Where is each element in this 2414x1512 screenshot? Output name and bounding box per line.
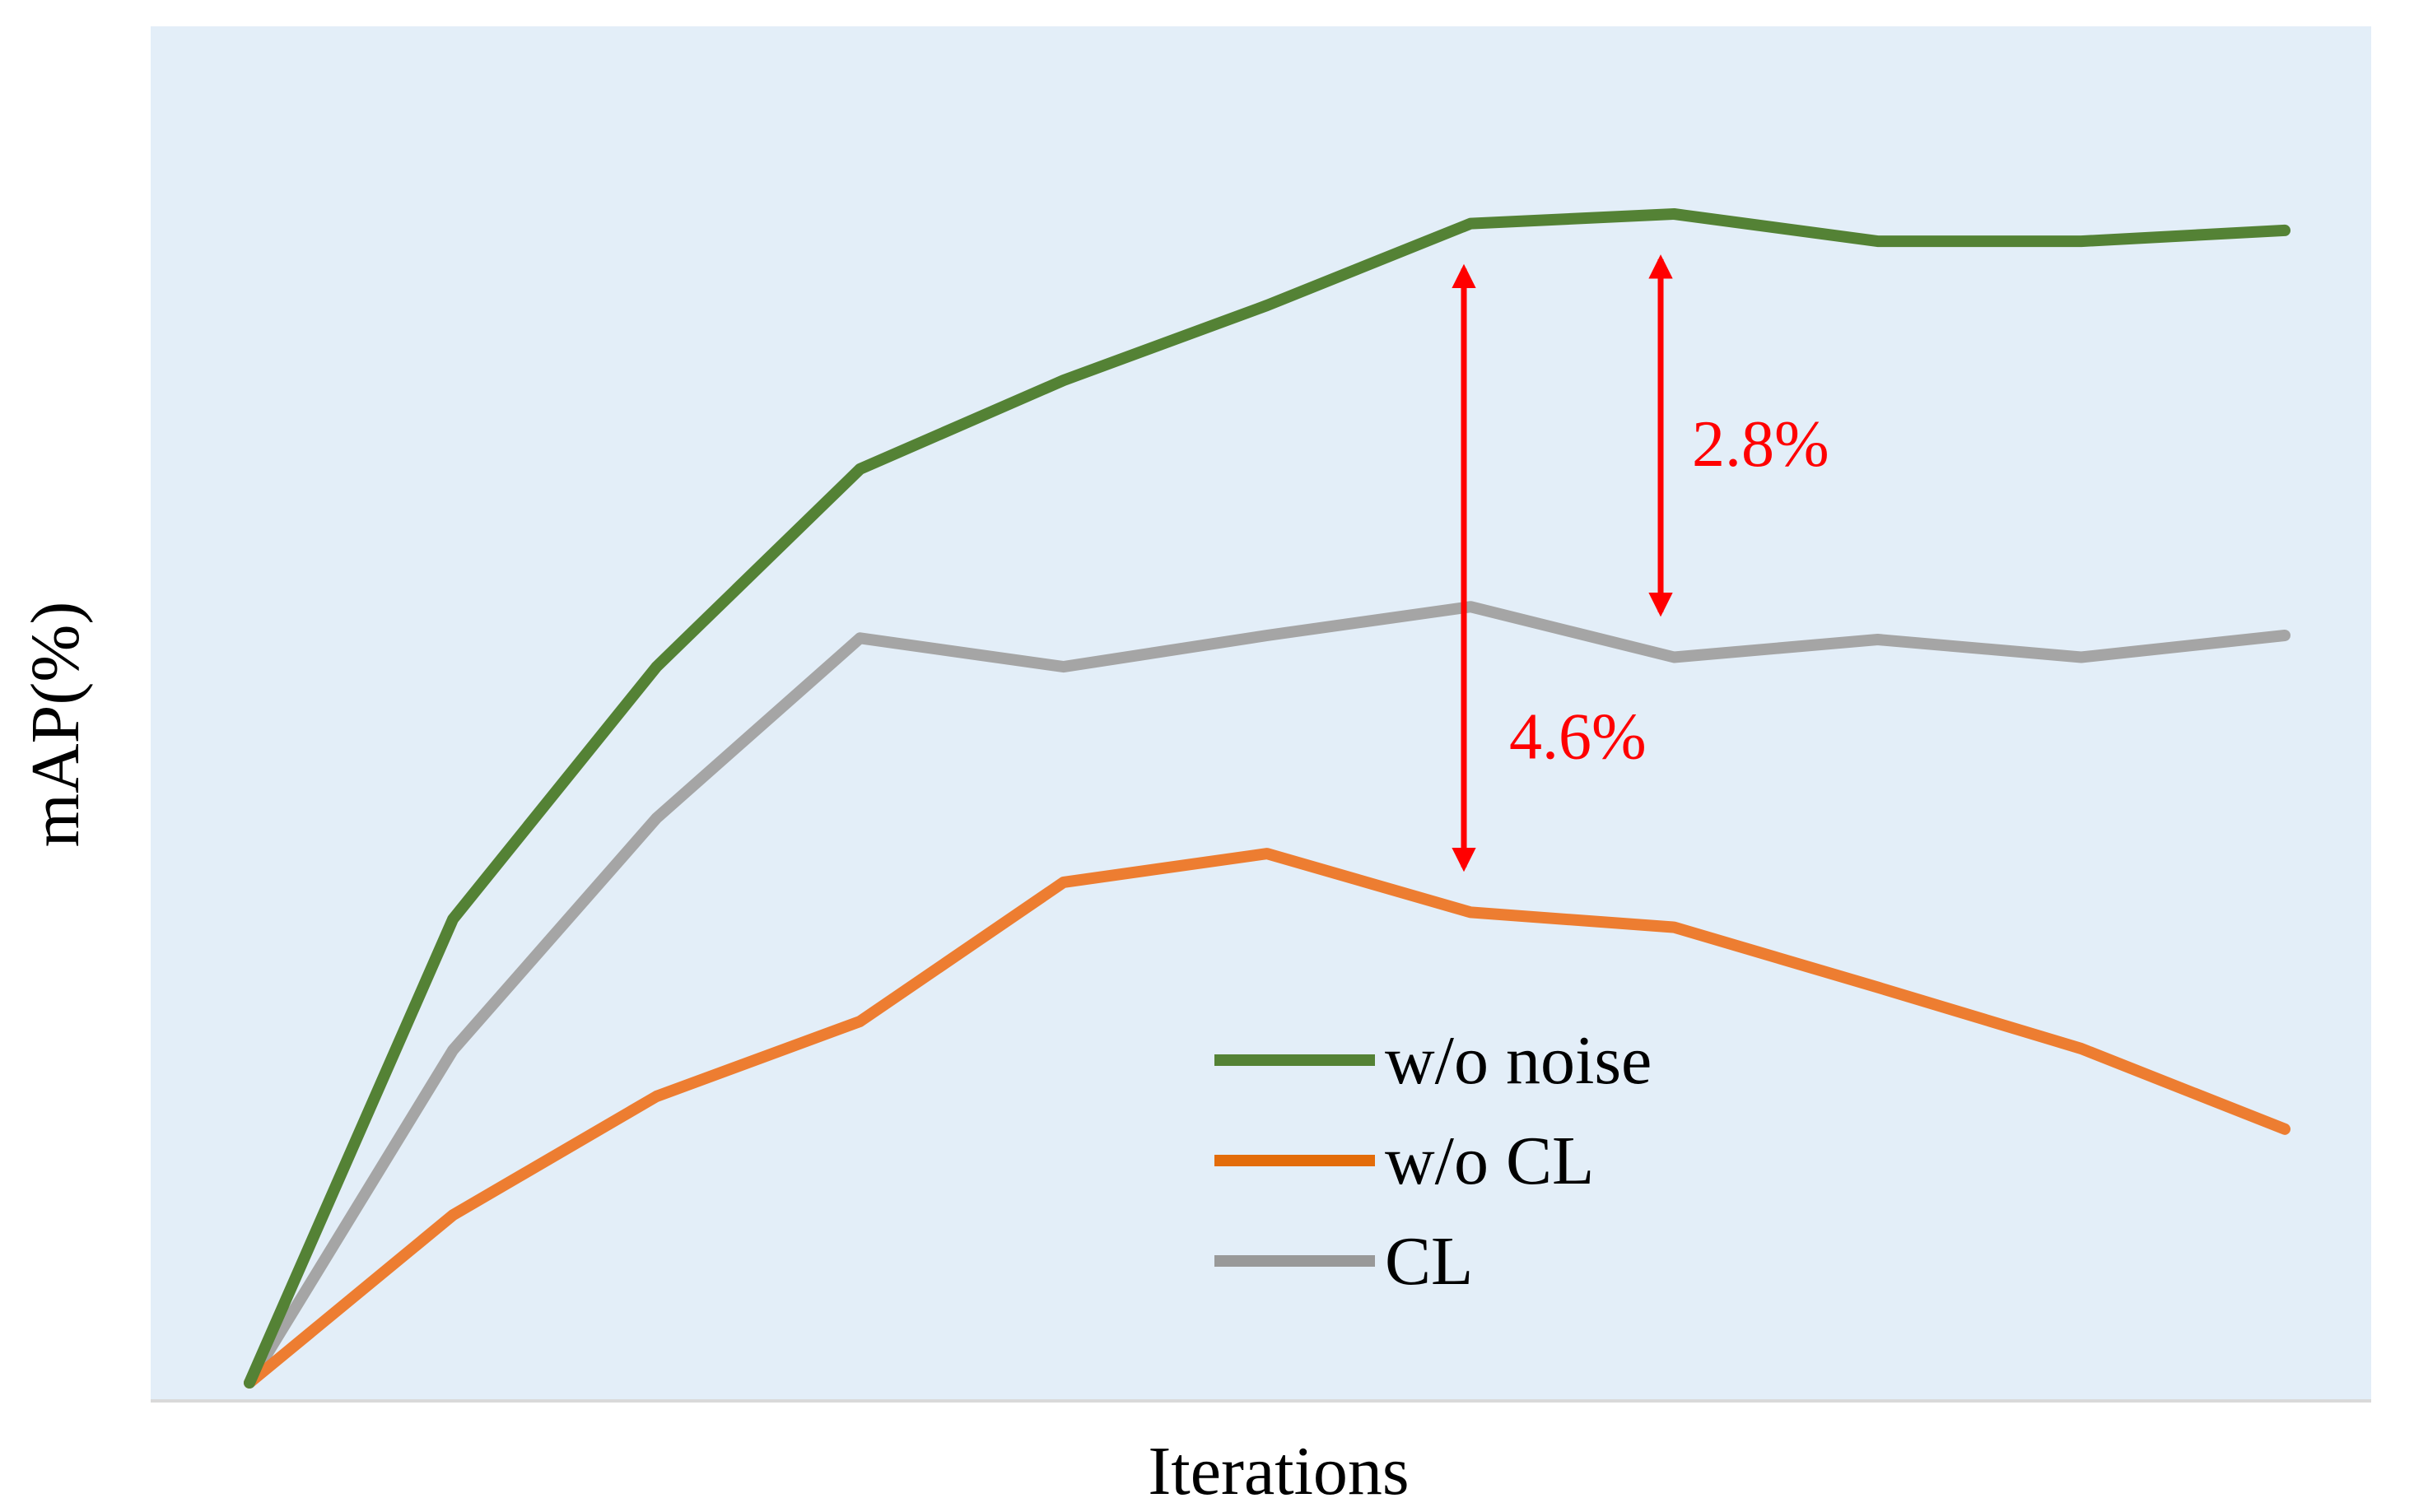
annotation-label-4-6: 4.6% — [1509, 700, 1647, 773]
legend: w/o noise w/o CL CL — [1214, 1022, 1652, 1300]
series-line-w-o-noise — [244, 208, 2291, 1389]
legend-label-cl: CL — [1385, 1223, 1473, 1300]
series-line-cl — [244, 601, 2291, 1389]
series-line-w-o-cl — [244, 848, 2291, 1389]
difference-annotations: 4.6% 2.8% — [1452, 254, 1829, 872]
series-lines — [244, 208, 2291, 1389]
x-axis-title: Iterations — [1148, 1433, 1409, 1510]
legend-label-w-o-cl: w/o CL — [1385, 1123, 1594, 1199]
annotation-label-2-8: 2.8% — [1692, 408, 1829, 481]
y-axis-title: mAP(%) — [17, 602, 94, 848]
legend-label-w-o-noise: w/o noise — [1385, 1022, 1652, 1099]
